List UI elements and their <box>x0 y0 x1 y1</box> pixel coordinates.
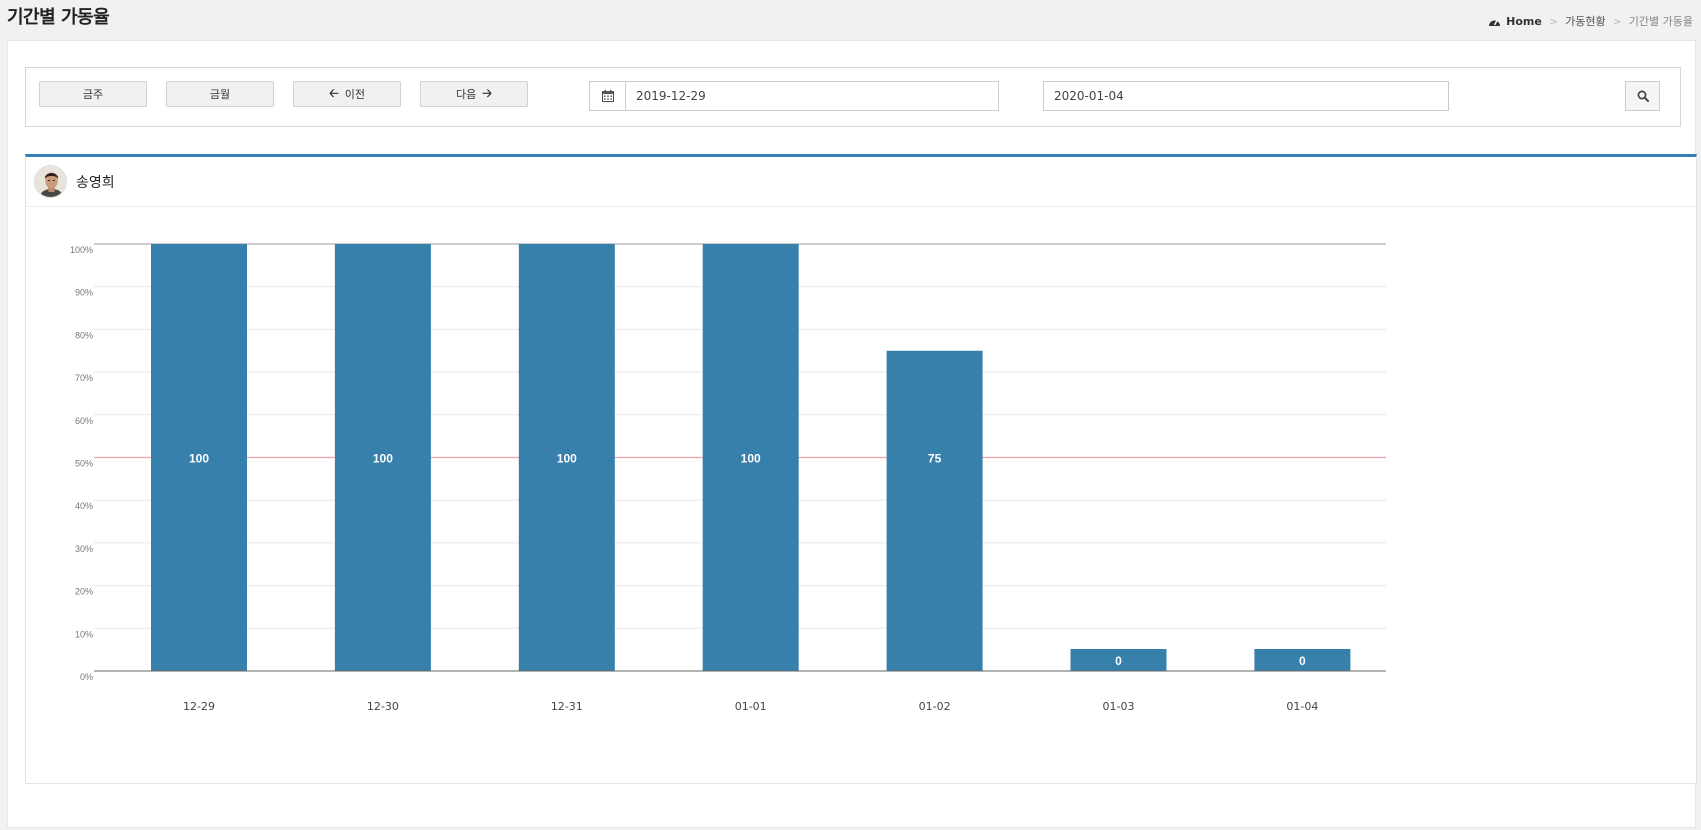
breadcrumb-separator: > <box>1612 14 1622 28</box>
this-month-button[interactable]: 금월 <box>166 81 274 107</box>
breadcrumb-home-link[interactable]: Home <box>1488 15 1542 28</box>
y-tick-label: 40% <box>75 501 93 511</box>
main-panel: 금주 금월 🡠 이전 다음 🡢 ~ <box>7 40 1697 828</box>
x-tick-label: 12-29 <box>183 700 215 713</box>
bar <box>702 244 799 671</box>
y-tick-label: 20% <box>75 587 93 597</box>
calendar-addon[interactable] <box>589 81 626 111</box>
utilization-chart: 0% 10% 20% 30% 40% 50% 60% 70% 80% 90% 100% 100 12-2… <box>70 243 1386 713</box>
breadcrumb: Home > 가동현황 > 기간별 가동율 <box>1488 13 1693 29</box>
user-name: 송영희 <box>76 174 115 191</box>
prev-button[interactable]: 🡠 이전 <box>293 81 401 107</box>
bar-data-label: 0 <box>1299 654 1306 668</box>
arrow-left-icon: 🡠 <box>329 85 339 100</box>
x-tick-label: 12-30 <box>367 700 399 713</box>
bar-data-label: 0 <box>1115 654 1122 668</box>
page-title: 기간별 가동율 <box>7 7 110 28</box>
chart-area: 0% 10% 20% 30% 40% 50% 60% 70% 80% 90% 100% 100 12-2… <box>26 207 1676 781</box>
y-tick-label: 0% <box>80 672 93 682</box>
prev-label: 이전 <box>344 88 365 101</box>
bar <box>151 244 247 671</box>
breadcrumb-current: 기간별 가동율 <box>1628 15 1693 28</box>
x-tick-label: 01-01 <box>735 700 767 713</box>
bar-data-label: 75 <box>928 452 942 466</box>
this-month-label: 금월 <box>209 88 231 101</box>
y-tick-label: 10% <box>75 629 93 639</box>
breadcrumb-parent-link[interactable]: 가동현황 <box>1565 15 1606 28</box>
breadcrumb-separator: > <box>1548 14 1559 28</box>
arrow-right-icon: 🡢 <box>482 85 492 100</box>
y-tick-label: 80% <box>75 330 93 340</box>
next-label: 다음 <box>456 88 477 101</box>
this-week-button[interactable]: 금주 <box>39 81 147 107</box>
bar <box>334 244 431 671</box>
y-tick-label: 30% <box>75 544 93 554</box>
bar <box>1070 649 1167 671</box>
bar-data-label: 100 <box>189 452 209 466</box>
user-avatar-image <box>35 166 66 197</box>
avatar <box>34 165 67 198</box>
y-tick-label: 90% <box>75 288 93 298</box>
bar-data-label: 100 <box>741 452 761 466</box>
search-icon <box>1637 90 1649 102</box>
this-week-label: 금주 <box>82 88 104 101</box>
x-tick-label: 01-02 <box>919 700 951 713</box>
bar-data-label: 100 <box>373 452 393 466</box>
y-tick-label: 60% <box>75 416 93 426</box>
card-header: 송영희 <box>26 157 1696 207</box>
end-date-input[interactable] <box>1043 81 1449 111</box>
x-tick-label: 01-03 <box>1103 700 1135 713</box>
calendar-icon <box>601 90 614 102</box>
bar <box>518 244 615 671</box>
search-button[interactable] <box>1625 81 1660 111</box>
utilization-card: 송영희 0% 10% 20% 30% 40% 50% 60% 70% 80% 90% 100% 100… <box>25 154 1697 784</box>
next-button[interactable]: 다음 🡢 <box>420 81 528 107</box>
x-tick-label: 12-31 <box>551 700 583 713</box>
x-tick-label: 01-04 <box>1286 700 1318 713</box>
dashboard-icon <box>1489 19 1501 26</box>
y-tick-label: 70% <box>75 373 93 383</box>
breadcrumb-home-label: Home <box>1506 14 1542 28</box>
y-tick-label: 100% <box>70 245 93 255</box>
search-toolbar: 금주 금월 🡠 이전 다음 🡢 ~ <box>25 67 1681 127</box>
bar-data-label: 100 <box>557 452 577 466</box>
bar <box>1254 649 1351 671</box>
bar <box>886 350 983 671</box>
y-tick-label: 50% <box>75 459 93 469</box>
start-date-input[interactable] <box>625 81 999 111</box>
